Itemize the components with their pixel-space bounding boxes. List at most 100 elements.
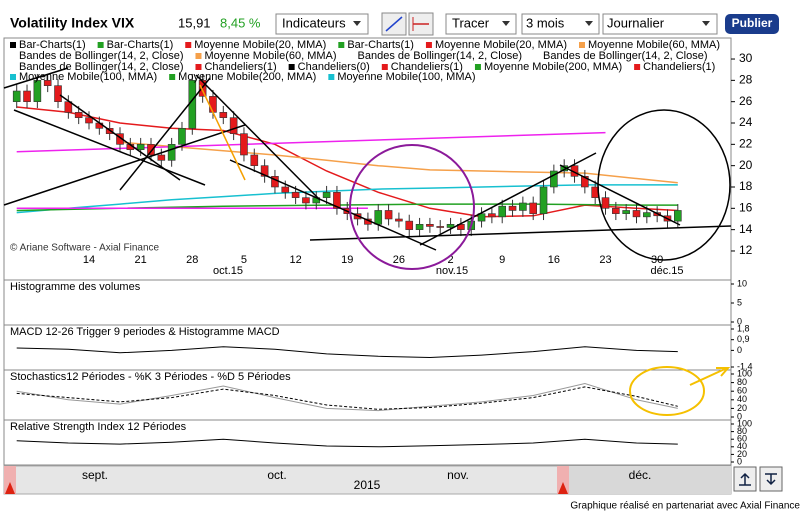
legend-swatch bbox=[10, 42, 16, 48]
navigator-month: déc. bbox=[629, 468, 652, 482]
legend-label: Chandeliers(1) bbox=[643, 61, 715, 73]
candle-body bbox=[219, 112, 228, 118]
line-tool-button[interactable] bbox=[381, 12, 407, 36]
y-tick-label: 1,8 bbox=[737, 323, 750, 333]
nav-button-down[interactable] bbox=[759, 466, 783, 492]
legend-label: Bar-Charts(1) bbox=[107, 39, 174, 51]
candle-body bbox=[116, 133, 124, 145]
candle-body bbox=[229, 117, 238, 134]
overlay-line bbox=[16, 131, 606, 153]
candle-body bbox=[178, 128, 186, 145]
legend-swatch bbox=[634, 64, 641, 70]
legend-label: Moyenne Mobile(60, MMA) bbox=[204, 50, 336, 62]
y-tick-label: 0 bbox=[737, 411, 742, 421]
candle-body bbox=[632, 210, 641, 218]
candle-body bbox=[291, 192, 300, 198]
panel-title: Histogramme des volumes bbox=[10, 281, 141, 293]
legend-swatch bbox=[195, 64, 202, 70]
candle-body bbox=[209, 96, 217, 113]
y-tick-label: 14 bbox=[739, 222, 753, 236]
indicator-line bbox=[16, 438, 678, 448]
legend-label: Bandes de Bollinger(14, 2, Close) bbox=[358, 50, 522, 62]
candle-body bbox=[333, 192, 341, 209]
dropdown-label: Indicateurs bbox=[282, 15, 346, 30]
period-label: nov.15 bbox=[436, 265, 468, 277]
candle-body bbox=[302, 197, 310, 204]
y-tick-label: 0 bbox=[737, 456, 742, 466]
candle-body bbox=[147, 144, 155, 156]
legend-swatch bbox=[338, 42, 345, 48]
y-tick-label: 30 bbox=[739, 51, 753, 65]
period-label: déc.15 bbox=[650, 265, 683, 277]
candle-body bbox=[529, 202, 538, 214]
overlay-line bbox=[16, 106, 678, 218]
candle-body bbox=[446, 224, 455, 228]
x-tick-label: 2 bbox=[447, 254, 453, 266]
candle-body bbox=[488, 213, 496, 218]
y-tick-label: 80 bbox=[737, 377, 747, 387]
candle-body bbox=[415, 224, 424, 230]
indicator-line bbox=[16, 346, 678, 359]
annotations bbox=[3, 67, 732, 416]
y-tick-label: 20 bbox=[739, 158, 753, 172]
button-label: Publier bbox=[732, 16, 773, 30]
y-tick-label: 12 bbox=[739, 243, 753, 257]
candle-body bbox=[250, 154, 259, 166]
legend-swatch bbox=[381, 64, 388, 70]
y-tick-label: -1,4 bbox=[737, 361, 753, 371]
legend-swatch bbox=[328, 74, 335, 80]
hline-tool-button[interactable] bbox=[408, 12, 434, 36]
dropdown-label: Journalier bbox=[607, 15, 665, 30]
candle-body bbox=[395, 218, 403, 222]
indicators-dropdown[interactable]: Indicateurs bbox=[275, 13, 369, 35]
candle-body bbox=[581, 176, 589, 188]
price: 15,91 bbox=[178, 15, 211, 30]
candle-body bbox=[322, 192, 331, 198]
legend-label: Bar-Charts(1) bbox=[19, 39, 86, 51]
legend-label: Bandes de Bollinger(14, 2, Close) bbox=[543, 50, 707, 62]
candle-body bbox=[674, 210, 682, 222]
candle-body bbox=[498, 205, 507, 218]
candle-body bbox=[539, 186, 548, 214]
candle-body bbox=[74, 112, 83, 118]
navigator[interactable] bbox=[3, 465, 732, 495]
y-tick-label: 40 bbox=[737, 394, 747, 404]
y-tick-label: 80 bbox=[737, 426, 747, 436]
candle-body bbox=[157, 154, 166, 161]
period-dropdown[interactable]: 3 mois bbox=[521, 13, 600, 35]
period-label: oct.15 bbox=[213, 265, 243, 277]
candle-body bbox=[643, 212, 651, 218]
candle-body bbox=[33, 80, 42, 102]
y-tick-label: 20 bbox=[737, 449, 747, 459]
navigator-month: sept. bbox=[82, 468, 108, 482]
nav-button-up[interactable] bbox=[733, 466, 757, 492]
x-tick-label: 12 bbox=[289, 254, 301, 266]
x-tick-label: 21 bbox=[135, 254, 147, 266]
panel-title: Relative Strength Index 12 Périodes bbox=[10, 421, 187, 433]
interval-dropdown[interactable]: Journalier bbox=[602, 13, 718, 35]
candle-body bbox=[136, 144, 145, 150]
copyright: © Ariane Software - Axial Finance bbox=[10, 243, 160, 254]
candle-body bbox=[374, 210, 383, 225]
draw-dropdown[interactable]: Tracer bbox=[445, 13, 517, 35]
legend-label: Bar-Charts(1) bbox=[347, 39, 414, 51]
indicator-line bbox=[16, 382, 678, 412]
legend-label: Chandeliers(1) bbox=[391, 61, 463, 73]
candle-body bbox=[436, 226, 445, 228]
change: 8,45 % bbox=[220, 15, 261, 30]
legend-swatch bbox=[169, 74, 176, 80]
x-tick-label: 23 bbox=[599, 254, 611, 266]
x-tick-label: 5 bbox=[241, 254, 247, 266]
navigator-month: nov. bbox=[447, 468, 469, 482]
dropdown-label: 3 mois bbox=[526, 15, 565, 30]
legend-swatch bbox=[474, 64, 481, 70]
rsi-panel bbox=[3, 419, 732, 466]
candle-body bbox=[167, 144, 176, 161]
candle-body bbox=[240, 133, 248, 156]
candle-body bbox=[622, 210, 630, 214]
footer: Graphique réalisé en partenariat avec Ax… bbox=[570, 501, 800, 512]
publish-button[interactable]: Publier bbox=[725, 14, 779, 34]
legend-label: Chandeliers(0) bbox=[298, 61, 370, 73]
x-tick-label: 19 bbox=[341, 254, 353, 266]
